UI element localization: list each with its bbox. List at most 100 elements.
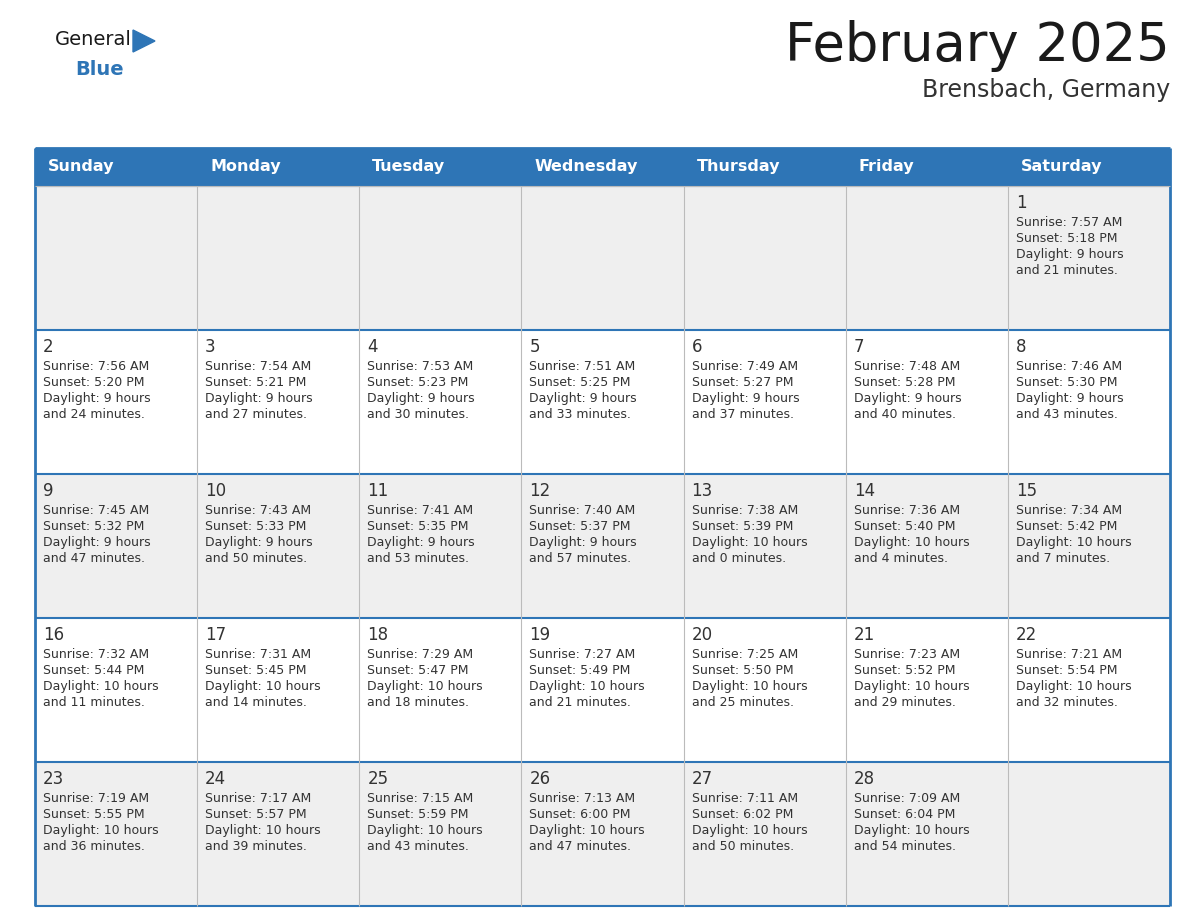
Bar bbox=[359, 330, 522, 474]
Bar bbox=[846, 762, 1007, 906]
Bar bbox=[1007, 330, 1170, 474]
Bar bbox=[197, 148, 359, 186]
Bar bbox=[34, 618, 197, 762]
Text: Saturday: Saturday bbox=[1020, 160, 1102, 174]
Text: Daylight: 9 hours: Daylight: 9 hours bbox=[1016, 248, 1124, 261]
Text: Daylight: 10 hours: Daylight: 10 hours bbox=[854, 824, 969, 837]
Text: Sunrise: 7:43 AM: Sunrise: 7:43 AM bbox=[206, 504, 311, 517]
Text: 27: 27 bbox=[691, 770, 713, 788]
Text: Sunrise: 7:21 AM: Sunrise: 7:21 AM bbox=[1016, 648, 1121, 661]
Bar bbox=[846, 186, 1007, 330]
Text: Daylight: 9 hours: Daylight: 9 hours bbox=[854, 392, 961, 405]
Text: and 27 minutes.: and 27 minutes. bbox=[206, 408, 308, 421]
Text: Sunset: 5:28 PM: Sunset: 5:28 PM bbox=[854, 376, 955, 389]
Text: Sunset: 5:33 PM: Sunset: 5:33 PM bbox=[206, 520, 307, 533]
Text: Sunset: 5:57 PM: Sunset: 5:57 PM bbox=[206, 808, 307, 821]
Text: Daylight: 9 hours: Daylight: 9 hours bbox=[367, 392, 475, 405]
Text: Daylight: 10 hours: Daylight: 10 hours bbox=[691, 680, 807, 693]
Text: Daylight: 9 hours: Daylight: 9 hours bbox=[367, 536, 475, 549]
Text: Daylight: 10 hours: Daylight: 10 hours bbox=[530, 680, 645, 693]
Bar bbox=[197, 474, 359, 618]
Text: Brensbach, Germany: Brensbach, Germany bbox=[922, 78, 1170, 102]
Bar bbox=[522, 618, 683, 762]
Text: 16: 16 bbox=[43, 626, 64, 644]
Text: Sunrise: 7:13 AM: Sunrise: 7:13 AM bbox=[530, 792, 636, 805]
Text: Sunset: 5:18 PM: Sunset: 5:18 PM bbox=[1016, 232, 1118, 245]
Text: Sunrise: 7:11 AM: Sunrise: 7:11 AM bbox=[691, 792, 797, 805]
Bar bbox=[522, 148, 683, 186]
Text: Sunset: 5:50 PM: Sunset: 5:50 PM bbox=[691, 664, 794, 677]
Text: 9: 9 bbox=[43, 482, 53, 500]
Text: 15: 15 bbox=[1016, 482, 1037, 500]
Text: Daylight: 9 hours: Daylight: 9 hours bbox=[530, 536, 637, 549]
Text: Sunset: 5:27 PM: Sunset: 5:27 PM bbox=[691, 376, 794, 389]
Text: Thursday: Thursday bbox=[696, 160, 781, 174]
Text: and 24 minutes.: and 24 minutes. bbox=[43, 408, 145, 421]
Text: Daylight: 10 hours: Daylight: 10 hours bbox=[691, 536, 807, 549]
Bar bbox=[34, 186, 197, 330]
Text: 1: 1 bbox=[1016, 194, 1026, 212]
Bar bbox=[683, 330, 846, 474]
Text: and 14 minutes.: and 14 minutes. bbox=[206, 696, 307, 709]
Text: Daylight: 10 hours: Daylight: 10 hours bbox=[854, 680, 969, 693]
Text: Daylight: 9 hours: Daylight: 9 hours bbox=[206, 392, 312, 405]
Bar bbox=[359, 762, 522, 906]
Text: Sunrise: 7:15 AM: Sunrise: 7:15 AM bbox=[367, 792, 474, 805]
Bar bbox=[359, 474, 522, 618]
Text: Sunset: 5:45 PM: Sunset: 5:45 PM bbox=[206, 664, 307, 677]
Text: Daylight: 9 hours: Daylight: 9 hours bbox=[530, 392, 637, 405]
Polygon shape bbox=[133, 30, 154, 52]
Text: and 43 minutes.: and 43 minutes. bbox=[1016, 408, 1118, 421]
Text: 3: 3 bbox=[206, 338, 216, 356]
Bar bbox=[522, 762, 683, 906]
Text: 19: 19 bbox=[530, 626, 550, 644]
Text: Sunrise: 7:32 AM: Sunrise: 7:32 AM bbox=[43, 648, 150, 661]
Text: Tuesday: Tuesday bbox=[372, 160, 446, 174]
Text: and 53 minutes.: and 53 minutes. bbox=[367, 552, 469, 565]
Text: and 4 minutes.: and 4 minutes. bbox=[854, 552, 948, 565]
Bar bbox=[683, 474, 846, 618]
Text: and 7 minutes.: and 7 minutes. bbox=[1016, 552, 1110, 565]
Text: Sunset: 5:52 PM: Sunset: 5:52 PM bbox=[854, 664, 955, 677]
Bar bbox=[197, 762, 359, 906]
Text: Sunrise: 7:45 AM: Sunrise: 7:45 AM bbox=[43, 504, 150, 517]
Text: and 33 minutes.: and 33 minutes. bbox=[530, 408, 631, 421]
Bar bbox=[34, 474, 197, 618]
Text: Daylight: 9 hours: Daylight: 9 hours bbox=[43, 392, 151, 405]
Text: Sunset: 5:23 PM: Sunset: 5:23 PM bbox=[367, 376, 468, 389]
Bar bbox=[197, 618, 359, 762]
Text: Daylight: 10 hours: Daylight: 10 hours bbox=[854, 536, 969, 549]
Text: 18: 18 bbox=[367, 626, 388, 644]
Bar bbox=[359, 618, 522, 762]
Text: February 2025: February 2025 bbox=[785, 20, 1170, 72]
Text: 21: 21 bbox=[854, 626, 876, 644]
Text: Sunrise: 7:27 AM: Sunrise: 7:27 AM bbox=[530, 648, 636, 661]
Text: and 0 minutes.: and 0 minutes. bbox=[691, 552, 785, 565]
Text: Daylight: 10 hours: Daylight: 10 hours bbox=[1016, 536, 1131, 549]
Text: 28: 28 bbox=[854, 770, 874, 788]
Text: and 30 minutes.: and 30 minutes. bbox=[367, 408, 469, 421]
Text: and 32 minutes.: and 32 minutes. bbox=[1016, 696, 1118, 709]
Bar bbox=[522, 474, 683, 618]
Text: Blue: Blue bbox=[75, 60, 124, 79]
Bar bbox=[683, 186, 846, 330]
Text: Sunset: 5:39 PM: Sunset: 5:39 PM bbox=[691, 520, 792, 533]
Text: 8: 8 bbox=[1016, 338, 1026, 356]
Text: 14: 14 bbox=[854, 482, 874, 500]
Bar bbox=[846, 618, 1007, 762]
Text: Sunset: 5:35 PM: Sunset: 5:35 PM bbox=[367, 520, 469, 533]
Bar bbox=[359, 148, 522, 186]
Text: Sunrise: 7:56 AM: Sunrise: 7:56 AM bbox=[43, 360, 150, 373]
Bar bbox=[846, 330, 1007, 474]
Bar bbox=[846, 474, 1007, 618]
Text: and 25 minutes.: and 25 minutes. bbox=[691, 696, 794, 709]
Text: Daylight: 10 hours: Daylight: 10 hours bbox=[43, 680, 159, 693]
Text: 20: 20 bbox=[691, 626, 713, 644]
Text: Sunrise: 7:54 AM: Sunrise: 7:54 AM bbox=[206, 360, 311, 373]
Bar bbox=[197, 186, 359, 330]
Text: 5: 5 bbox=[530, 338, 539, 356]
Text: Sunset: 6:04 PM: Sunset: 6:04 PM bbox=[854, 808, 955, 821]
Text: 23: 23 bbox=[43, 770, 64, 788]
Text: Sunset: 6:00 PM: Sunset: 6:00 PM bbox=[530, 808, 631, 821]
Text: 26: 26 bbox=[530, 770, 550, 788]
